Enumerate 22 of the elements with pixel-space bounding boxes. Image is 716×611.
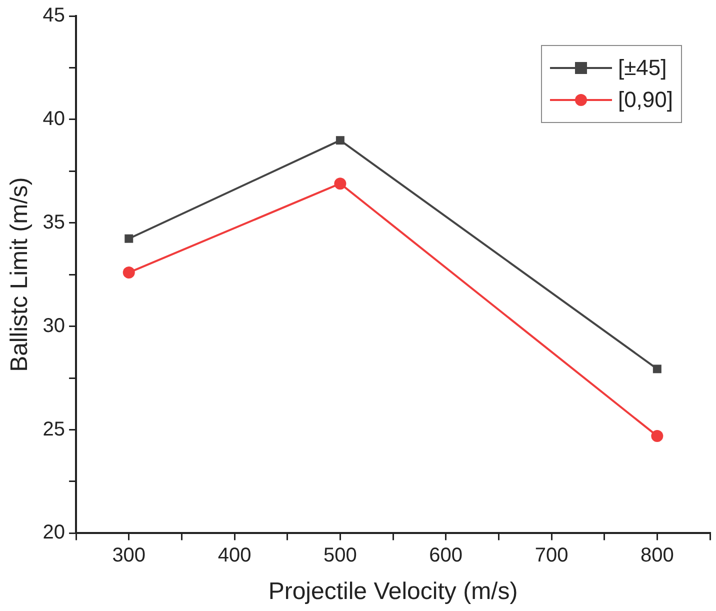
- point: [124, 234, 134, 243]
- y-axis-title: Ballistc Limit (m/s): [6, 177, 34, 372]
- legend-label: [±45]: [618, 55, 667, 81]
- y-tick-label: 25: [42, 418, 66, 440]
- x-axis-title: Projectile Velocity (m/s): [268, 578, 518, 606]
- y-tick-label: 45: [42, 4, 66, 27]
- x-tick-label: 400: [218, 544, 252, 567]
- x-tick-label: 300: [112, 544, 146, 567]
- point: [651, 430, 664, 442]
- point: [122, 266, 135, 279]
- legend-label: [0,90]: [618, 87, 673, 113]
- y-tick-label: 20: [42, 522, 66, 544]
- point: [652, 364, 662, 374]
- y-tick-label: 35: [42, 211, 66, 234]
- y-tick-label: 40: [42, 108, 66, 130]
- x-tick-label: 500: [324, 544, 357, 567]
- x-tick-label: 600: [429, 544, 463, 567]
- y-tick-label: 30: [42, 314, 66, 337]
- x-tick-label: 800: [640, 544, 674, 567]
- point: [336, 136, 344, 145]
- x-tick-label: 700: [534, 544, 568, 567]
- point: [334, 178, 346, 190]
